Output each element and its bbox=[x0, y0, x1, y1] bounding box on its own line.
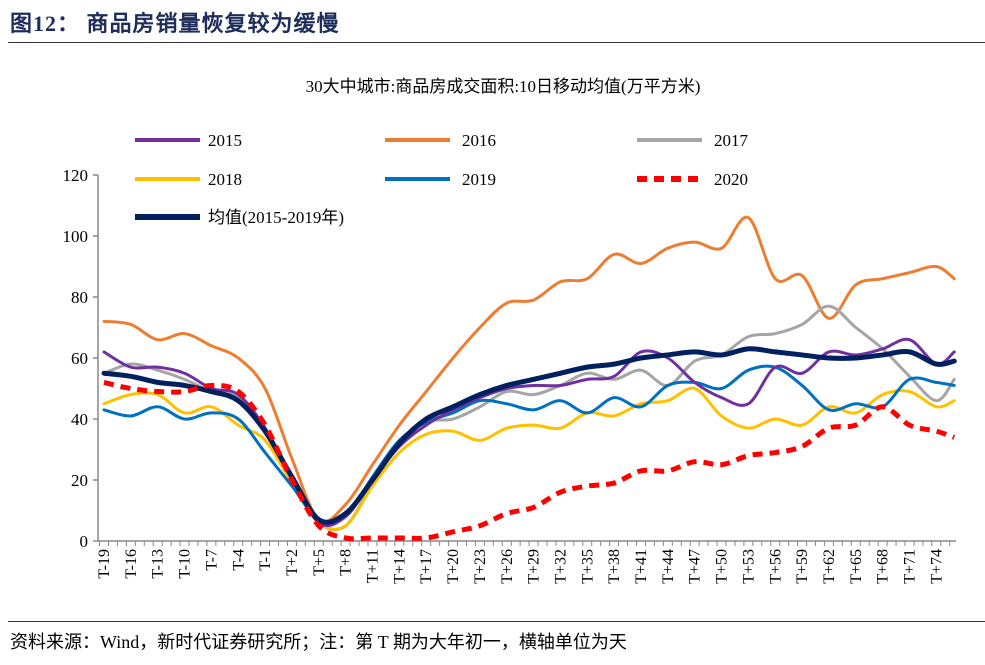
legend-item: 均值(2015-2019年) bbox=[135, 208, 344, 227]
x-tick-label: T+44 bbox=[660, 549, 677, 584]
title-divider bbox=[8, 42, 985, 43]
x-tick-label: T+35 bbox=[579, 549, 596, 584]
x-tick-label: T-19 bbox=[96, 549, 113, 579]
series-line-2017 bbox=[102, 304, 956, 532]
legend-item: 2018 bbox=[135, 170, 242, 189]
x-tick-label: T+71 bbox=[902, 549, 919, 584]
x-tick-label: T+59 bbox=[794, 549, 811, 584]
series-line--2015-2019- bbox=[101, 346, 957, 525]
legend-label: 2020 bbox=[714, 170, 748, 189]
legend-item: 2020 bbox=[637, 170, 748, 189]
x-tick-label: T+50 bbox=[714, 549, 731, 584]
x-tick-label: T-13 bbox=[150, 549, 167, 579]
x-tick-label: T+38 bbox=[606, 549, 623, 584]
x-tick-label: T+23 bbox=[472, 549, 489, 584]
figure-title: 图12： 商品房销量恢复较为缓慢 bbox=[10, 11, 340, 36]
y-tick-label: 60 bbox=[71, 349, 88, 368]
y-tick-label: 120 bbox=[63, 166, 89, 185]
axes: 0 20 40 60 80 100 120 T-19 T-16 T-13 T-10 T-7 T-4 T-1… bbox=[63, 166, 956, 584]
x-tick-label: T+2 bbox=[284, 549, 301, 576]
y-tick-label: 0 bbox=[80, 532, 89, 551]
legend: 2015 2016 2017 2018 2019 2020 均值(2015-2019年) bbox=[135, 131, 749, 227]
series-line-2019 bbox=[102, 364, 956, 525]
series-line-2016 bbox=[102, 215, 956, 524]
y-tick-label: 20 bbox=[71, 471, 88, 490]
legend-item: 2016 bbox=[385, 131, 496, 150]
source-note: 资料来源：Wind，新时代证券研究所；注：第 T 期为大年初一，横轴单位为天 bbox=[10, 632, 627, 652]
x-tick-label: T-7 bbox=[203, 549, 220, 571]
x-tick-label: T+32 bbox=[552, 549, 569, 584]
x-tick-label: T+53 bbox=[740, 549, 757, 584]
series-line-2015 bbox=[102, 337, 956, 528]
x-tick-label: T+8 bbox=[338, 549, 355, 576]
legend-item: 2015 bbox=[135, 131, 242, 150]
x-tick-label: T-10 bbox=[177, 549, 194, 579]
x-tick-label: T+65 bbox=[848, 549, 865, 584]
legend-label: 2019 bbox=[462, 170, 496, 189]
legend-item: 2017 bbox=[637, 131, 749, 150]
x-tick-label: T-4 bbox=[230, 549, 247, 571]
footer-divider bbox=[8, 621, 985, 622]
legend-label: 2015 bbox=[208, 131, 242, 150]
y-tick-label: 40 bbox=[71, 410, 88, 429]
series-lines bbox=[101, 215, 957, 542]
x-tick-label: T+29 bbox=[526, 549, 543, 584]
x-tick-label: T+56 bbox=[767, 549, 784, 584]
x-tick-label: T+41 bbox=[633, 549, 650, 584]
legend-label: 2016 bbox=[462, 131, 496, 150]
x-tick-label: T+14 bbox=[391, 549, 408, 584]
series-line-2020 bbox=[103, 379, 956, 542]
legend-label: 2017 bbox=[714, 131, 749, 150]
x-tick-label: T-1 bbox=[257, 549, 274, 571]
x-tick-label: T-16 bbox=[123, 549, 140, 579]
x-tick-label: T+11 bbox=[365, 549, 382, 583]
x-tick-label: T+47 bbox=[687, 549, 704, 584]
chart-title: 30大中城市:商品房成交面积:10日移动均值(万平方米) bbox=[306, 77, 701, 96]
y-tick-label: 80 bbox=[71, 288, 88, 307]
legend-item: 2019 bbox=[385, 170, 496, 189]
x-tick-label: T+20 bbox=[445, 549, 462, 584]
x-tick-label: T+74 bbox=[928, 549, 945, 584]
x-tick-label: T+62 bbox=[821, 549, 838, 584]
x-tick-label: T+26 bbox=[499, 549, 516, 584]
x-tick-label: T+17 bbox=[418, 549, 435, 584]
legend-label: 均值(2015-2019年) bbox=[208, 208, 344, 227]
legend-label: 2018 bbox=[208, 170, 242, 189]
x-tick-label: T+68 bbox=[875, 549, 892, 584]
x-tick-label: T+5 bbox=[311, 549, 328, 576]
y-tick-label: 100 bbox=[63, 227, 89, 246]
